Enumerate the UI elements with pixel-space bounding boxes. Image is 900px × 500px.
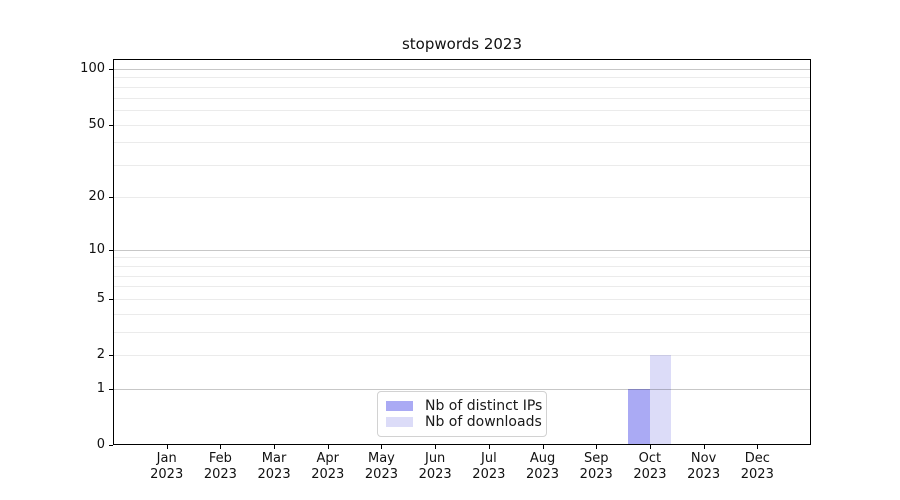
x-tick-label-line: Dec	[744, 451, 770, 466]
x-tick-label: Mar 2023	[258, 451, 291, 483]
x-tick-label: May 2023	[365, 451, 398, 483]
y-tick-mark	[109, 68, 113, 70]
gridline-minor	[114, 298, 810, 300]
y-tick-mark	[109, 196, 113, 198]
x-tick-label-line: Aug	[529, 451, 556, 466]
x-tick-label-line: 2023	[257, 467, 291, 482]
x-tick-label-line: 2023	[687, 467, 721, 482]
legend-swatch-distinct-ips	[386, 401, 413, 411]
gridline-minor	[114, 196, 810, 198]
y-tick-mark	[109, 388, 113, 390]
gridline-minor	[114, 77, 810, 79]
y-tick-label: 50	[88, 116, 105, 132]
x-tick-mark	[596, 445, 598, 449]
gridline-minor	[114, 275, 810, 277]
x-tick-label-line: 2023	[525, 467, 560, 482]
legend-swatch-downloads	[386, 417, 413, 427]
legend: Nb of distinct IPs Nb of downloads	[377, 391, 547, 437]
x-tick-label: Jul 2023	[472, 451, 505, 483]
gridline-major	[114, 249, 810, 251]
x-tick-label-line: 2023	[579, 467, 613, 482]
x-tick-label-line: Feb	[208, 451, 232, 466]
x-tick-label-line: 2023	[311, 467, 345, 482]
x-tick-label: Jan 2023	[150, 451, 183, 483]
x-tick-label: Oct 2023	[633, 451, 666, 483]
y-tick-label: 10	[88, 241, 105, 257]
x-tick-label-line: Nov	[690, 451, 717, 466]
y-tick-label: 2	[96, 347, 105, 363]
gridline-minor	[114, 124, 810, 126]
x-tick-label: Dec 2023	[741, 451, 774, 483]
y-tick-mark	[109, 355, 113, 357]
x-tick-mark	[757, 445, 759, 449]
x-tick-mark	[649, 445, 651, 449]
gridline-major	[114, 68, 810, 70]
y-tick-label: 1	[96, 380, 105, 396]
x-tick-label-line: Mar	[261, 451, 287, 466]
x-tick-mark	[542, 445, 544, 449]
x-tick-mark	[166, 445, 168, 449]
x-tick-label-line: Jun	[424, 451, 446, 466]
x-tick-label-line: Jul	[481, 451, 497, 466]
legend-item-downloads: Nb of downloads	[386, 414, 542, 430]
legend-label-distinct-ips: Nb of distinct IPs	[425, 398, 543, 414]
chart-title: stopwords 2023	[401, 35, 523, 53]
gridline-minor	[114, 332, 810, 334]
gridline-minor	[114, 165, 810, 167]
gridline-minor	[114, 313, 810, 315]
gridline-minor	[114, 257, 810, 259]
x-tick-mark	[274, 445, 276, 449]
x-tick-label: Sep 2023	[580, 451, 613, 483]
x-tick-label: Apr 2023	[311, 451, 344, 483]
x-tick-mark	[488, 445, 490, 449]
y-tick-mark	[109, 124, 113, 126]
bar-nb-of-distinct-ips	[628, 388, 650, 445]
legend-item-distinct-ips: Nb of distinct IPs	[386, 398, 542, 414]
gridline-minor	[114, 355, 810, 357]
x-tick-label-line: 2023	[364, 467, 398, 482]
x-tick-label-line: 2023	[418, 467, 452, 482]
x-tick-mark	[220, 445, 222, 449]
x-tick-label: Feb 2023	[204, 451, 237, 483]
x-tick-label: Aug 2023	[526, 451, 559, 483]
x-tick-mark	[327, 445, 329, 449]
x-tick-label-line: Apr	[316, 451, 340, 466]
x-tick-label-line: May	[368, 451, 395, 466]
x-tick-label-line: Jan	[156, 451, 177, 466]
y-tick-mark	[109, 249, 113, 251]
legend-label-downloads: Nb of downloads	[425, 414, 542, 430]
gridline-minor	[114, 109, 810, 111]
x-tick-label-line: 2023	[740, 467, 774, 482]
gridline-minor	[114, 86, 810, 88]
gridline-minor	[114, 265, 810, 267]
x-tick-label-line: 2023	[203, 467, 237, 482]
gridline-minor	[114, 142, 810, 144]
y-tick-mark	[109, 445, 113, 446]
y-tick-label: 0	[96, 437, 105, 452]
gridline-minor	[114, 97, 810, 99]
bar-nb-of-downloads	[649, 355, 672, 445]
y-tick-label: 20	[88, 188, 105, 204]
y-tick-label: 5	[96, 290, 105, 306]
x-tick-label-line: 2023	[472, 467, 506, 482]
x-tick-mark	[703, 445, 705, 449]
y-tick-mark	[109, 298, 113, 300]
x-tick-mark	[435, 445, 437, 449]
gridline-major	[114, 388, 810, 390]
gridline-minor	[114, 286, 810, 288]
x-tick-label: Jun 2023	[419, 451, 452, 483]
x-tick-label-line: Sep	[583, 451, 609, 466]
axes-spines	[113, 59, 811, 445]
x-tick-label-line: 2023	[150, 467, 184, 482]
y-tick-label: 100	[80, 60, 105, 76]
x-tick-mark	[381, 445, 383, 449]
x-tick-label-line: Oct	[638, 451, 662, 466]
x-tick-label: Nov 2023	[687, 451, 720, 483]
x-tick-label-line: 2023	[633, 467, 667, 482]
